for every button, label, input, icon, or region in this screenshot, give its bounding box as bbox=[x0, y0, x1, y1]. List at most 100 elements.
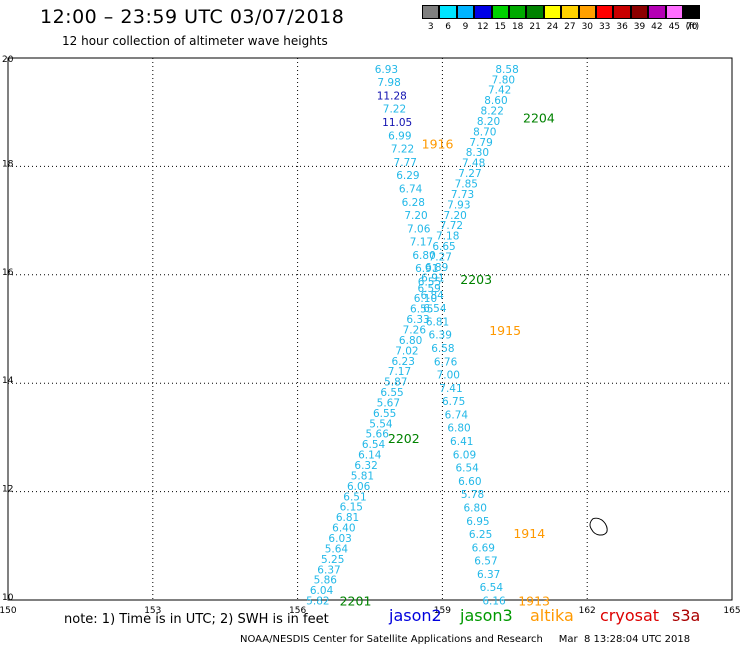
wave-height-value: 6.69 bbox=[472, 542, 495, 554]
scale-swatch bbox=[596, 5, 614, 19]
scale-swatch bbox=[648, 5, 666, 19]
wave-height-value: 7.22 bbox=[383, 104, 406, 116]
wave-height-value: 6.06 bbox=[347, 481, 371, 493]
wave-height-value: 6.25 bbox=[469, 529, 492, 541]
map-title: 12:00 – 23:59 UTC 03/07/2018 bbox=[40, 6, 345, 28]
footer-credit: NOAA/NESDIS Center for Satellite Applica… bbox=[240, 634, 690, 645]
wave-height-value: 5.81 bbox=[351, 470, 374, 482]
wave-height-value: 7.02 bbox=[395, 345, 418, 357]
note-text: note: 1) Time is in UTC; 2) SWH is in fe… bbox=[64, 612, 329, 627]
longitude-tick-label: 162 bbox=[579, 606, 596, 616]
scale-swatch bbox=[578, 5, 596, 19]
wave-height-value: 7.73 bbox=[451, 189, 474, 201]
scale-unit-label: (ft) bbox=[685, 22, 700, 32]
wave-height-value: 6.41 bbox=[450, 436, 473, 448]
scale-swatch bbox=[474, 5, 492, 19]
pass-time-label: 2202 bbox=[388, 431, 420, 446]
pass-time-label: 1914 bbox=[513, 526, 545, 541]
scale-swatch bbox=[422, 5, 440, 19]
scale-label: 39 bbox=[633, 22, 646, 32]
scale-label: 18 bbox=[511, 22, 524, 32]
wave-height-value: 6.95 bbox=[466, 516, 489, 528]
wave-height-value: 6.54 bbox=[362, 439, 386, 451]
wave-height-value: 6.55 bbox=[418, 277, 441, 289]
wave-height-value: 6.55 bbox=[410, 304, 433, 316]
wave-height-value: 6.15 bbox=[340, 502, 363, 514]
legend-cryosat: cryosat bbox=[600, 606, 660, 625]
wave-height-value: 7.00 bbox=[437, 370, 460, 382]
scale-label: 36 bbox=[616, 22, 628, 32]
wave-height-value: 6.80 bbox=[412, 250, 435, 262]
latitude-tick-label: 10 bbox=[2, 593, 14, 603]
scale-swatch bbox=[509, 5, 527, 19]
wave-height-value: 8.70 bbox=[473, 126, 496, 138]
pass-time-label: 2204 bbox=[523, 111, 555, 126]
scale-label: 21 bbox=[529, 22, 541, 32]
wave-height-value: 5.78 bbox=[461, 489, 484, 501]
wave-height-value: 6.91 bbox=[415, 263, 438, 275]
wave-height-value: 7.06 bbox=[407, 223, 431, 235]
wave-height-value: 7.27 bbox=[429, 251, 452, 263]
wave-height-value: 6.04 bbox=[310, 585, 334, 597]
longitude-tick-label: 150 bbox=[0, 606, 17, 616]
legend-altika: altika bbox=[530, 606, 574, 625]
wave-height-value: 7.20 bbox=[443, 210, 466, 222]
scale-swatch bbox=[456, 5, 475, 19]
wave-height-value: 7.98 bbox=[377, 77, 400, 89]
wave-height-value: 7.93 bbox=[447, 199, 470, 211]
wave-height-value: 6.76 bbox=[434, 356, 458, 368]
wave-height-value: 6.99 bbox=[388, 130, 411, 142]
map-frame bbox=[7, 57, 733, 601]
wave-height-value: 7.79 bbox=[469, 137, 492, 149]
wave-height-value: 6.51 bbox=[343, 491, 366, 503]
wave-height-value: 11.28 bbox=[377, 90, 407, 102]
legend-jason3: jason3 bbox=[460, 606, 513, 625]
wave-height-value: 8.20 bbox=[477, 116, 500, 128]
latitude-tick-label: 14 bbox=[2, 376, 14, 386]
latitude-tick-label: 20 bbox=[2, 55, 14, 65]
wave-height-value: 6.65 bbox=[432, 241, 455, 253]
wave-height-value: 6.81 bbox=[336, 512, 359, 524]
pass-time-label: 2203 bbox=[460, 272, 492, 287]
longitude-tick-label: 159 bbox=[434, 606, 451, 616]
wave-height-value: 7.48 bbox=[462, 158, 485, 170]
wave-height-value: 7.17 bbox=[410, 237, 433, 249]
wave-height-value: 5.87 bbox=[384, 377, 407, 389]
scale-label: 6 bbox=[445, 22, 451, 32]
scale-swatch bbox=[561, 5, 579, 19]
island-outline bbox=[589, 517, 608, 536]
wave-height-value: 7.77 bbox=[394, 157, 417, 169]
wave-height-value: 6.81 bbox=[426, 316, 449, 328]
wave-height-value: 6.59 bbox=[417, 283, 440, 295]
wave-height-value: 8.58 bbox=[495, 64, 518, 76]
wave-height-value: 6.60 bbox=[458, 476, 481, 488]
longitude-tick-label: 153 bbox=[144, 606, 161, 616]
longitude-tick-label: 156 bbox=[289, 606, 306, 616]
wave-height-value: 6.10 bbox=[414, 293, 437, 305]
wave-height-value: 8.60 bbox=[484, 95, 507, 107]
wave-height-value: 6.55 bbox=[380, 387, 403, 399]
wave-height-value: 5.67 bbox=[377, 397, 400, 409]
wave-height-value: 6.39 bbox=[429, 330, 452, 342]
wave-height-value: 6.23 bbox=[392, 356, 415, 368]
scale-label: 42 bbox=[651, 22, 663, 32]
wave-height-value: 6.37 bbox=[317, 564, 340, 576]
scale-label: 45 bbox=[668, 22, 681, 32]
legend-s3a: s3a bbox=[672, 606, 701, 625]
wave-height-value: 6.93 bbox=[375, 64, 398, 76]
wave-height-value: 6.54 bbox=[455, 463, 479, 475]
legend-jason2: jason2 bbox=[389, 606, 442, 625]
map-subtitle: 12 hour collection of altimeter wave hei… bbox=[62, 34, 328, 48]
wave-height-value: 7.22 bbox=[391, 144, 414, 156]
wave-height-value: 7.72 bbox=[440, 220, 463, 232]
wave-height-value: 6.37 bbox=[477, 569, 500, 581]
wave-height-value: 7.27 bbox=[458, 168, 481, 180]
scale-label: 3 bbox=[427, 22, 434, 32]
wave-height-value: 6.29 bbox=[396, 170, 419, 182]
pass-time-label: 1916 bbox=[422, 137, 454, 152]
pass-time-label: 2201 bbox=[340, 594, 372, 609]
wave-height-value: 6.58 bbox=[431, 343, 454, 355]
longitude-tick-label: 165 bbox=[723, 606, 740, 616]
wave-height-value: 6.40 bbox=[332, 523, 355, 535]
wave-height-value: 6.74 bbox=[399, 183, 423, 195]
